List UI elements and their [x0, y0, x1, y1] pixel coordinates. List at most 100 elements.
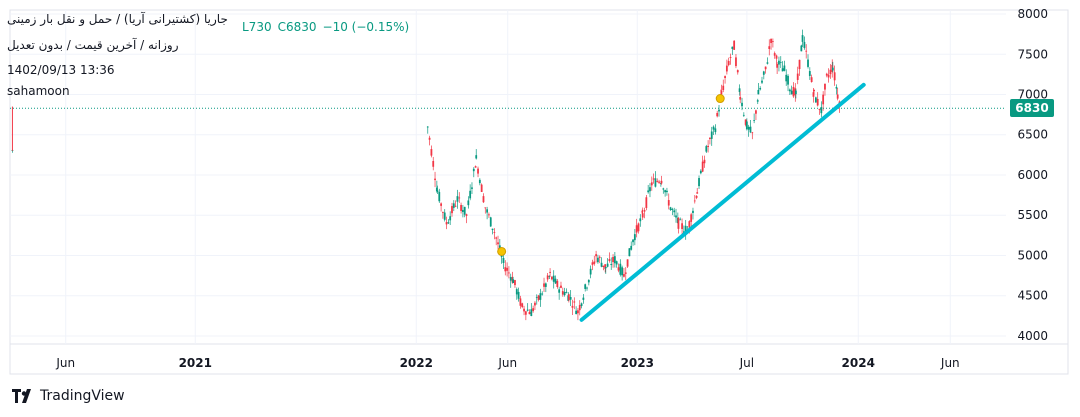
- price-tick-label: 6000: [1017, 168, 1048, 182]
- candle-body: [528, 312, 531, 315]
- candle-body: [731, 46, 734, 49]
- candle-body: [693, 200, 696, 202]
- candle-body: [506, 267, 508, 271]
- candle-body: [577, 310, 579, 314]
- candle-body: [639, 218, 642, 222]
- candle-body: [833, 72, 836, 81]
- candle-body: [695, 195, 698, 198]
- candle-body: [628, 248, 631, 257]
- candle-body: [835, 87, 838, 89]
- candle-body: [783, 65, 786, 71]
- candle-body: [699, 170, 702, 174]
- candle-body: [589, 268, 592, 275]
- candle-body: [617, 267, 620, 271]
- candle-body: [718, 109, 720, 112]
- candle-body: [787, 75, 789, 85]
- candle-body: [449, 216, 452, 221]
- candle-body: [469, 190, 472, 199]
- candle-body: [822, 94, 825, 105]
- candle-body: [515, 289, 518, 295]
- candle-body: [591, 262, 594, 265]
- candle-body: [669, 207, 672, 211]
- candle-body: [671, 209, 674, 210]
- candle-body: [635, 225, 638, 233]
- candle-body: [771, 41, 774, 43]
- candle-body: [766, 62, 769, 64]
- tradingview-label: TradingView: [40, 388, 125, 404]
- candle-body: [456, 196, 459, 202]
- candle-body: [452, 203, 455, 208]
- candle-body: [610, 263, 613, 265]
- trend-line: [579, 82, 866, 322]
- candle-body: [829, 69, 832, 75]
- candle-body: [812, 92, 815, 97]
- price-tick-label: 7000: [1017, 88, 1048, 102]
- candle-body: [587, 279, 590, 283]
- candle-body: [701, 161, 704, 172]
- candle-body: [654, 178, 657, 187]
- candle-body: [543, 283, 545, 287]
- candle-body: [775, 55, 778, 59]
- candle-body: [600, 262, 603, 267]
- candle-body: [451, 206, 453, 214]
- candle-body: [764, 66, 767, 70]
- candle-body: [781, 68, 784, 72]
- candle-body: [602, 265, 605, 267]
- candle-body: [619, 263, 622, 275]
- tradingview-branding[interactable]: TradingView: [12, 388, 125, 404]
- candle-body: [546, 275, 549, 280]
- candle-body: [560, 285, 562, 288]
- candle-body: [544, 283, 547, 287]
- candle-body: [514, 280, 516, 286]
- candle-body: [534, 302, 536, 306]
- candle-body: [484, 207, 487, 209]
- candle-body: [710, 131, 713, 139]
- candle-body: [692, 210, 694, 213]
- candle-body: [729, 57, 732, 58]
- candle-body: [753, 120, 756, 121]
- candle-body: [517, 291, 520, 299]
- candle-body: [688, 221, 691, 228]
- candle-body: [666, 190, 668, 193]
- candle-body: [803, 41, 806, 48]
- candle-body: [440, 203, 442, 206]
- candle-body: [747, 126, 750, 130]
- candle-body: [749, 126, 752, 133]
- candle-body: [641, 211, 644, 213]
- candle-body: [461, 209, 464, 212]
- candle-body: [582, 297, 585, 300]
- last-price-label: 6830: [1010, 99, 1054, 118]
- candle-body: [792, 86, 795, 97]
- candle-body: [727, 60, 730, 66]
- candle-body: [565, 291, 568, 293]
- candle-body: [491, 228, 494, 231]
- candle-body: [739, 96, 742, 100]
- candle-body: [662, 188, 665, 190]
- candle-body: [814, 97, 817, 103]
- candle-body: [836, 94, 839, 99]
- time-tick-label: 2024: [842, 356, 875, 370]
- candle-body: [779, 61, 782, 63]
- candle-body: [770, 38, 772, 44]
- overlay: [10, 82, 1006, 322]
- candle-body: [593, 261, 596, 264]
- event-marker: [715, 94, 725, 104]
- candle-body: [744, 119, 747, 125]
- candle-body: [493, 232, 496, 233]
- candle-body: [445, 222, 448, 225]
- candle-body: [521, 303, 524, 308]
- candle-body: [790, 90, 793, 95]
- candle-body: [656, 181, 659, 182]
- candle-body: [571, 305, 574, 308]
- candle-body: [647, 190, 650, 193]
- candle-body: [679, 219, 682, 221]
- candle-body: [523, 308, 525, 312]
- candle-body: [519, 298, 522, 306]
- candle-body: [495, 237, 498, 239]
- ohlc-close: C6830: [277, 20, 317, 34]
- candle-body: [512, 279, 515, 283]
- candle-body: [785, 74, 788, 82]
- candle-body: [796, 73, 799, 80]
- candle-body: [432, 160, 435, 167]
